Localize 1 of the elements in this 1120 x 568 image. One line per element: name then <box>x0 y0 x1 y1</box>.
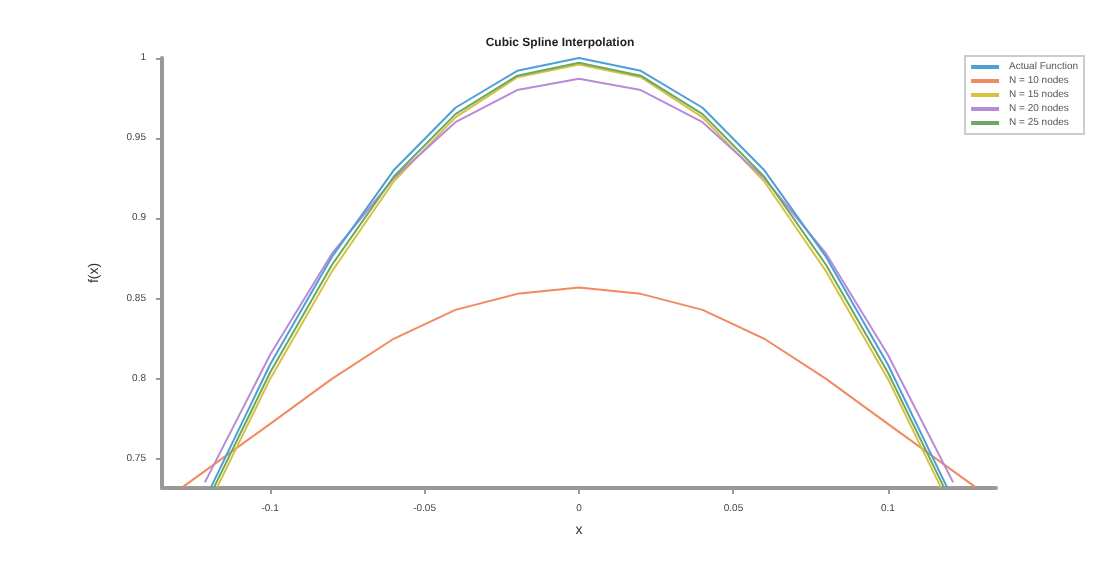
line-series <box>182 286 976 488</box>
